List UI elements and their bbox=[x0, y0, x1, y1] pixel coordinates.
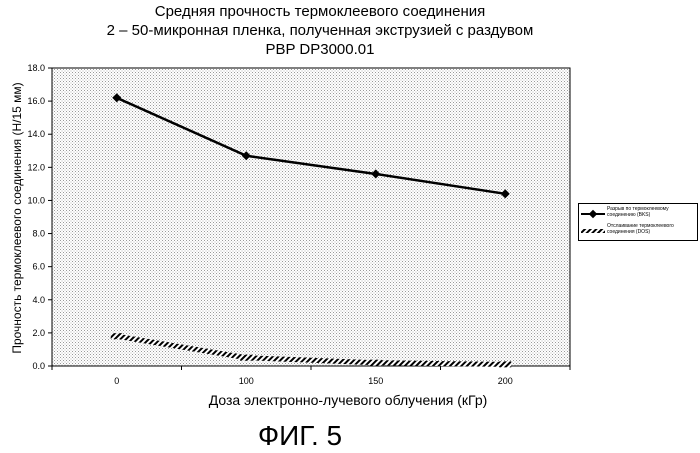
data-point-dos bbox=[370, 360, 382, 366]
y-tick-label: 14.0 bbox=[27, 129, 45, 139]
x-tick-label: 200 bbox=[498, 376, 513, 386]
x-axis-label: Доза электронно-лучевого облучения (кГр) bbox=[118, 392, 578, 408]
y-tick-label: 0.0 bbox=[32, 361, 45, 371]
legend-swatch-dos bbox=[581, 226, 605, 236]
y-tick-label: 8.0 bbox=[32, 229, 45, 239]
figure-label: ФИГ. 5 bbox=[0, 420, 600, 452]
legend-swatch-bks bbox=[581, 209, 605, 219]
x-tick-label: 0 bbox=[114, 376, 119, 386]
legend-item-dos: Отслаивание термоклеевого соединения (DO… bbox=[581, 223, 695, 239]
y-tick-label: 12.0 bbox=[27, 162, 45, 172]
y-tick-label: 18.0 bbox=[27, 63, 45, 73]
data-point-dos bbox=[111, 333, 123, 339]
y-tick-label: 6.0 bbox=[32, 262, 45, 272]
y-tick-label: 2.0 bbox=[32, 328, 45, 338]
data-point-dos bbox=[499, 361, 511, 367]
legend: Разрыв по термоклеевому соединению (BKS)… bbox=[578, 203, 698, 241]
legend-label-dos: Отслаивание термоклеевого соединения (DO… bbox=[607, 223, 695, 235]
x-tick-label: 100 bbox=[239, 376, 254, 386]
legend-label-bks: Разрыв по термоклеевому соединению (BKS) bbox=[607, 206, 695, 218]
x-tick-label: 150 bbox=[368, 376, 383, 386]
plot-area bbox=[52, 68, 570, 366]
data-point-dos bbox=[240, 355, 252, 361]
y-tick-label: 10.0 bbox=[27, 195, 45, 205]
y-axis-label: Прочность термоклеевого соединения (Н/15… bbox=[10, 68, 24, 368]
legend-item-bks: Разрыв по термоклеевому соединению (BKS) bbox=[581, 206, 695, 222]
y-tick-label: 4.0 bbox=[32, 295, 45, 305]
y-tick-label: 16.0 bbox=[27, 96, 45, 106]
